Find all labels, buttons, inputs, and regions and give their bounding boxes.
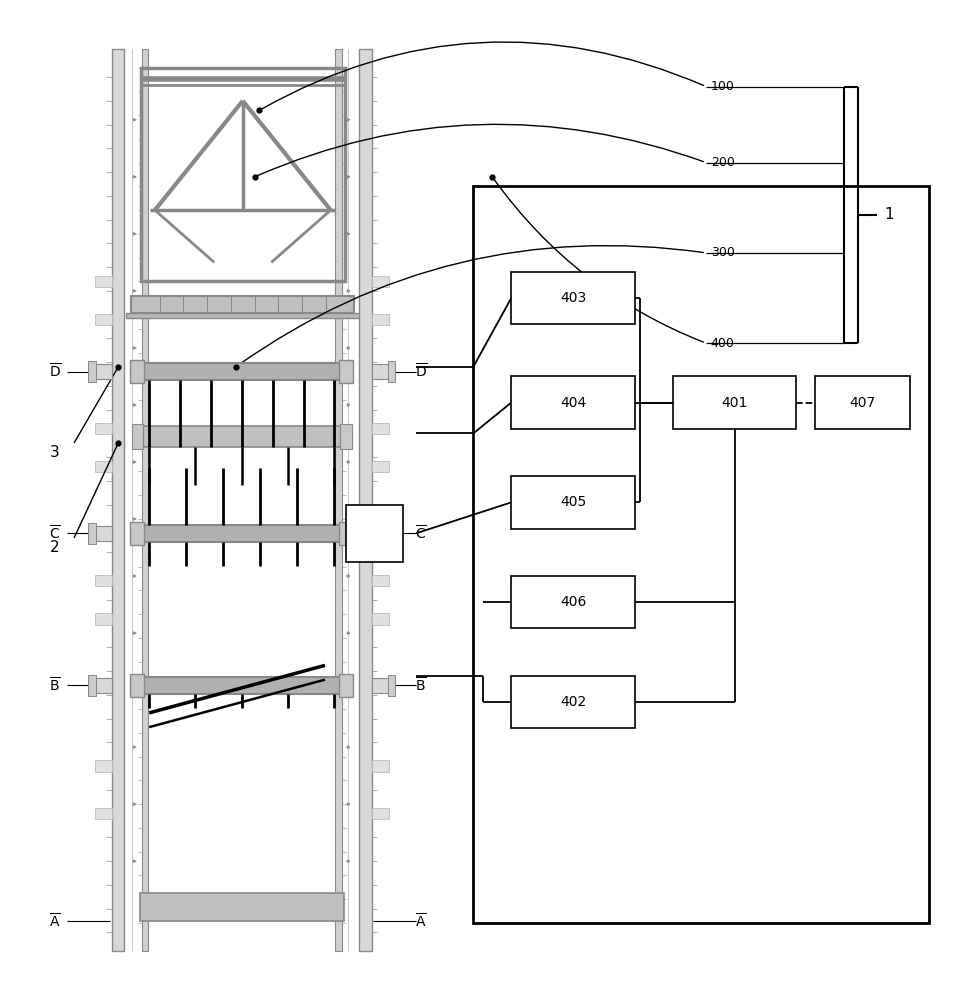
- Bar: [346, 505, 402, 562]
- Bar: [372, 276, 389, 287]
- Text: 400: 400: [711, 337, 735, 350]
- Text: $\overline{\rm A}$: $\overline{\rm A}$: [415, 912, 426, 930]
- Text: 401: 401: [722, 396, 748, 410]
- Bar: [359, 49, 372, 951]
- Bar: [388, 361, 396, 382]
- Text: 405: 405: [560, 495, 586, 509]
- Text: 200: 200: [711, 156, 735, 169]
- Bar: [130, 522, 144, 545]
- Bar: [511, 376, 635, 429]
- Text: $\overline{\rm B}$: $\overline{\rm B}$: [415, 676, 426, 694]
- Bar: [95, 613, 112, 625]
- Bar: [673, 376, 796, 429]
- Bar: [131, 296, 355, 313]
- Bar: [132, 424, 143, 449]
- Bar: [140, 426, 344, 447]
- Text: 2: 2: [51, 540, 60, 555]
- Bar: [511, 272, 635, 324]
- Bar: [141, 68, 345, 281]
- Bar: [140, 677, 344, 694]
- Bar: [95, 808, 112, 819]
- Bar: [372, 760, 389, 772]
- Text: 1: 1: [884, 207, 894, 222]
- Bar: [372, 575, 389, 586]
- Bar: [140, 525, 344, 542]
- Text: $\overline{\rm A}$: $\overline{\rm A}$: [50, 912, 61, 930]
- Bar: [388, 523, 396, 544]
- Bar: [88, 361, 96, 382]
- Bar: [95, 760, 112, 772]
- Bar: [95, 423, 112, 434]
- Text: 407: 407: [850, 396, 876, 410]
- Text: 100: 100: [711, 80, 735, 93]
- Text: 404: 404: [560, 396, 586, 410]
- Bar: [112, 49, 124, 951]
- Bar: [95, 575, 112, 586]
- Bar: [372, 423, 389, 434]
- Bar: [372, 364, 393, 379]
- Bar: [141, 49, 148, 951]
- Bar: [511, 676, 635, 728]
- Bar: [95, 461, 112, 472]
- Bar: [372, 461, 389, 472]
- Bar: [88, 675, 96, 696]
- Text: 406: 406: [560, 595, 586, 609]
- Bar: [126, 313, 359, 318]
- Bar: [91, 364, 112, 379]
- Bar: [372, 808, 389, 819]
- Bar: [95, 314, 112, 325]
- Bar: [336, 49, 342, 951]
- Bar: [140, 363, 344, 380]
- Bar: [130, 674, 144, 697]
- Bar: [91, 526, 112, 541]
- Text: 300: 300: [711, 246, 735, 259]
- Bar: [91, 678, 112, 693]
- Text: $\overline{\rm C}$: $\overline{\rm C}$: [49, 524, 61, 542]
- Text: $\overline{\rm D}$: $\overline{\rm D}$: [49, 363, 61, 381]
- Bar: [388, 675, 396, 696]
- Text: $\overline{\rm D}$: $\overline{\rm D}$: [415, 363, 427, 381]
- Bar: [815, 376, 910, 429]
- Text: 403: 403: [560, 291, 586, 305]
- Bar: [88, 523, 96, 544]
- Bar: [140, 893, 344, 921]
- Bar: [372, 314, 389, 325]
- Bar: [372, 526, 393, 541]
- Bar: [511, 476, 635, 529]
- Bar: [339, 522, 354, 545]
- Text: 3: 3: [50, 445, 60, 460]
- Text: $\overline{\rm B}$: $\overline{\rm B}$: [50, 676, 61, 694]
- Bar: [339, 360, 354, 383]
- Bar: [372, 678, 393, 693]
- Bar: [340, 424, 352, 449]
- Text: 402: 402: [560, 695, 586, 709]
- Bar: [95, 276, 112, 287]
- Bar: [372, 613, 389, 625]
- Text: $\overline{\rm C}$: $\overline{\rm C}$: [415, 524, 426, 542]
- Bar: [339, 674, 354, 697]
- Bar: [511, 576, 635, 628]
- Bar: [130, 360, 144, 383]
- Bar: [473, 186, 929, 923]
